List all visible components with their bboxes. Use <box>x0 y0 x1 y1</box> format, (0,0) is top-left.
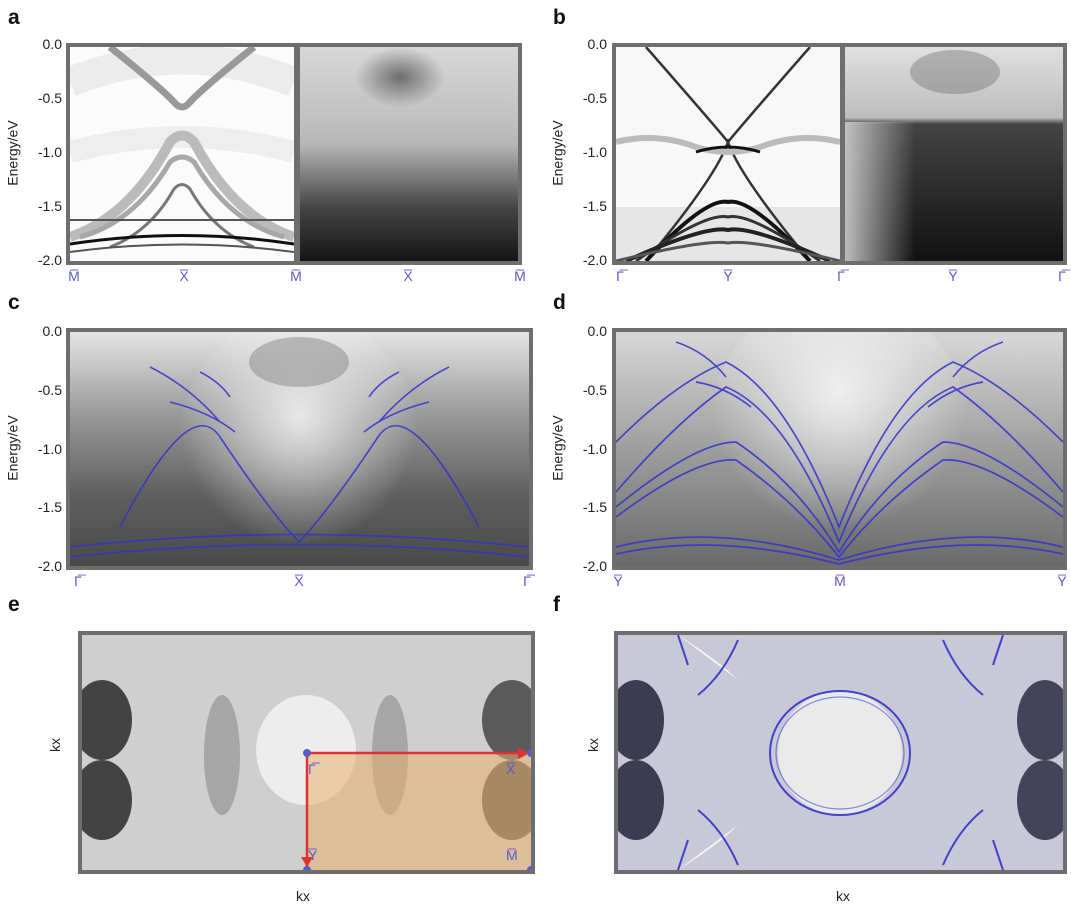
panel-b-calc-plot <box>616 47 840 261</box>
ytick-b: -1.0 <box>582 144 607 160</box>
kpoint-label-c: X̅ <box>294 573 304 589</box>
ytick-c: -2.0 <box>37 558 62 574</box>
ytick-d: -0.5 <box>582 381 607 398</box>
panel-e: Γ̅ X̅ Y̅ M̅ <box>78 631 535 874</box>
ytick-d: -2.0 <box>582 558 607 574</box>
panel-label-b: b <box>553 6 566 29</box>
kpoint-label-a: X̅ <box>403 268 413 284</box>
panel-label-e: e <box>8 593 20 616</box>
panel-f-plot <box>618 635 1063 870</box>
panel-d <box>612 328 1067 570</box>
kpoint-label-b: Γ̅ <box>1058 268 1066 284</box>
xlabel-e: kx <box>296 888 310 904</box>
kpoint-label-b: Y̅ <box>723 268 733 284</box>
kpoint-label-d: Y̅ <box>1057 573 1067 589</box>
ytick-d: -1.5 <box>582 499 607 516</box>
panel-a-calc <box>66 43 298 265</box>
kpoint-label-a: M̅ <box>514 268 526 284</box>
ytick-c: -1.5 <box>37 499 62 516</box>
panel-label-a: a <box>8 6 20 29</box>
ylabel-f: kx <box>585 738 601 752</box>
kpoint-label-a: X̅ <box>179 268 189 284</box>
panel-d-plot <box>616 332 1063 566</box>
kpoint-label-a: M̅ <box>68 268 80 284</box>
kpoint-label-b: Γ̅ <box>616 268 624 284</box>
ytick-d: -1.0 <box>582 440 607 457</box>
panel-b-arpes-plot <box>845 47 1063 261</box>
panel-e-plot <box>82 635 531 870</box>
ytick-d: 0.0 <box>587 323 607 339</box>
kpoint-label-d: M̅ <box>834 573 846 589</box>
panel-b-arpes <box>841 43 1067 265</box>
ytick-b: 0.0 <box>587 36 607 52</box>
panel-a-arpes <box>296 43 522 265</box>
ytick-c: 0.0 <box>42 323 62 339</box>
xlabel-f: kx <box>836 888 850 904</box>
panel-c-plot <box>70 332 529 566</box>
bz-y-label: Y̅ <box>308 847 318 863</box>
panel-label-f: f <box>553 593 560 616</box>
ytick-c: -0.5 <box>37 381 62 398</box>
ytick-a: -1.5 <box>37 198 62 214</box>
ytick-b: -2.0 <box>582 252 607 268</box>
bz-gamma-label: Γ̅ <box>308 761 316 777</box>
ytick-a: -2.0 <box>37 252 62 268</box>
kpoint-label-c: Γ̅ <box>74 573 82 589</box>
kpoint-label-b: Γ̅ <box>837 268 845 284</box>
ytick-b: -0.5 <box>582 90 607 106</box>
panel-label-c: c <box>8 291 20 314</box>
panel-a-arpes-plot <box>300 47 518 261</box>
panel-c <box>66 328 533 570</box>
panel-b-calc <box>612 43 844 265</box>
bz-x-label: X̅ <box>506 761 516 777</box>
ytick-c: -1.0 <box>37 440 62 457</box>
kpoint-label-c: Γ̅ <box>523 573 531 589</box>
panel-label-d: d <box>553 291 566 314</box>
bz-m-label: M̅ <box>506 847 518 863</box>
ytick-a: 0.0 <box>42 36 62 52</box>
kpoint-label-a: M̅ <box>290 268 302 284</box>
kpoint-label-b: Y̅ <box>948 268 958 284</box>
panel-a-calc-plot <box>70 47 294 261</box>
ytick-b: -1.5 <box>582 198 607 214</box>
ytick-a: -1.0 <box>37 144 62 160</box>
bz-quadrant <box>307 753 531 870</box>
panel-f <box>614 631 1067 874</box>
ylabel-e: kx <box>47 738 63 752</box>
ytick-a: -0.5 <box>37 90 62 106</box>
kpoint-label-d: Y̅ <box>613 573 623 589</box>
